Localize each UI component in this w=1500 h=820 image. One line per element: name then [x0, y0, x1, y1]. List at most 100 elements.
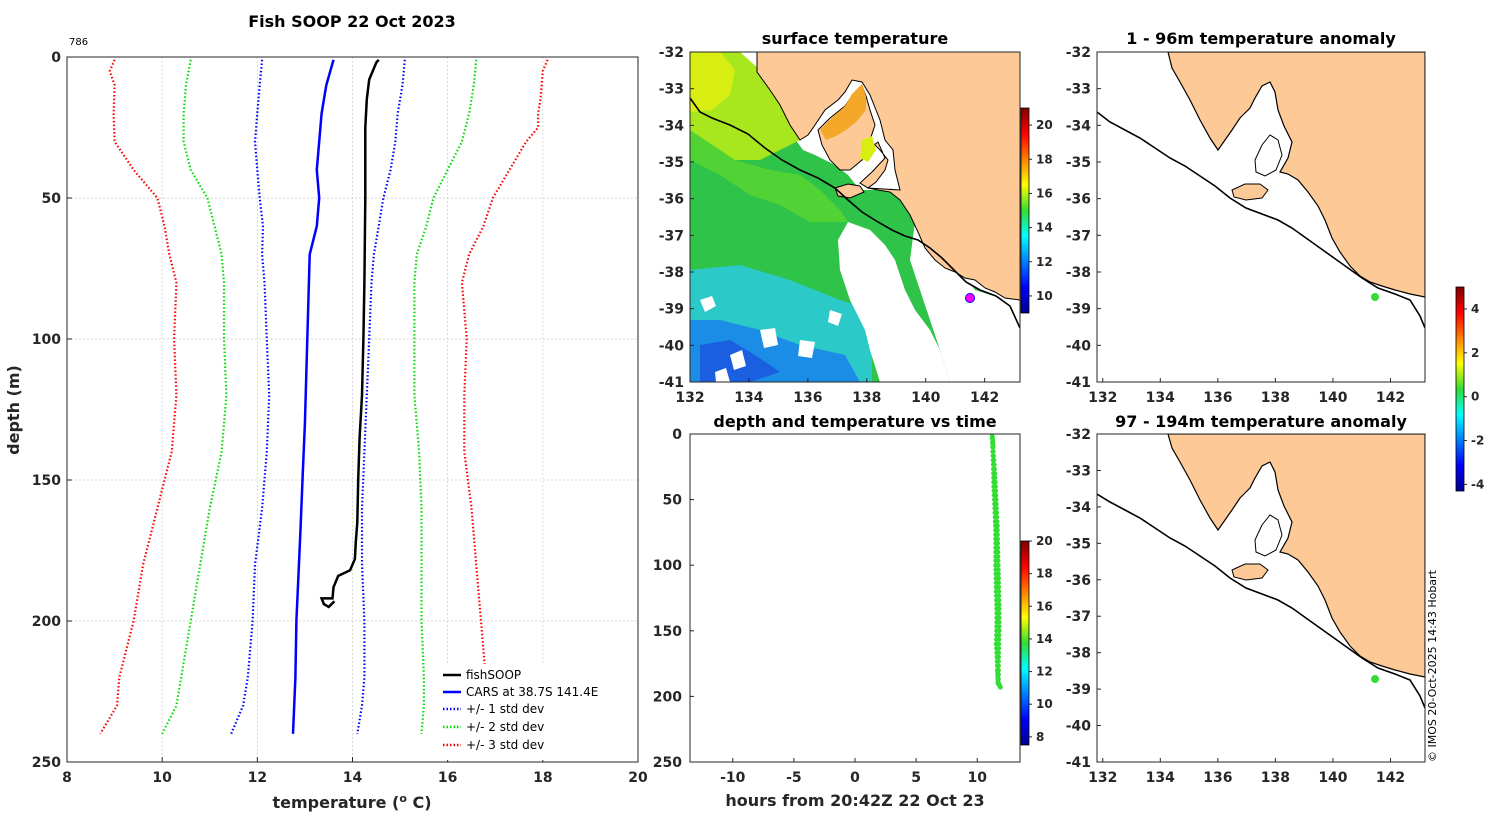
ts-xtick-label: 10: [967, 770, 987, 786]
anom1-kangaroo-island: [1231, 183, 1269, 201]
ts-point: [992, 471, 998, 476]
profile-ytick-label: 250: [32, 755, 61, 771]
anom2-location-marker: [1371, 675, 1379, 683]
sst-colorbar-tick-label: 10: [1036, 289, 1053, 303]
profile-xtick-label: 14: [343, 770, 363, 786]
ts-ytick-label: 200: [653, 689, 682, 705]
sst-colorbar-tick-label: 18: [1036, 152, 1053, 166]
anom1-xtick-label: 136: [1203, 390, 1232, 406]
ts-colorbar-tick-label: 20: [1036, 534, 1053, 548]
sst-cloud-patches: [700, 296, 842, 382]
ts-point: [996, 659, 1001, 664]
ts-point: [996, 593, 1002, 599]
sst-colorbar-tick-label: 16: [1036, 186, 1053, 200]
profile-series-line: [356, 59, 406, 734]
ts-ytick-label: 150: [653, 624, 682, 640]
profile-xlabel: temperature (o C): [272, 792, 431, 812]
ts-xtick-label: 5: [911, 770, 921, 786]
anomaly-colorbar-tick-label: -4: [1471, 477, 1484, 491]
anomaly-colorbar-tick-label: 0: [1471, 390, 1479, 404]
ts-xlabel: hours from 20:42Z 22 Oct 23: [725, 791, 984, 810]
anom2-ytick-label: -41: [1066, 755, 1091, 771]
sst-xtick-label: 138: [852, 390, 881, 406]
ts-point: [992, 462, 997, 467]
profile-ytick-label: 0: [51, 50, 61, 66]
sst-ytick-label: -41: [659, 375, 684, 391]
ts-colorbar-tick-label: 14: [1036, 632, 1053, 646]
ts-point: [995, 536, 1000, 542]
ts-point: [993, 484, 998, 489]
sst-ytick-label: -40: [659, 338, 685, 354]
sst-colorbar-tick-label: 14: [1036, 221, 1053, 235]
ts-point: [993, 497, 999, 502]
legend-label: fishSOOP: [466, 668, 521, 682]
ts-ytick-label: 250: [653, 755, 682, 771]
ts-point: [996, 580, 1001, 585]
anom2-gulf-stvincent: [1254, 514, 1283, 557]
anom1-ytick-label: -32: [1066, 45, 1091, 61]
ts-ytick-label: 50: [663, 493, 683, 509]
anom2-ytick-label: -39: [1066, 682, 1091, 698]
ts-point: [996, 650, 1001, 655]
anom2-ytick-label: -37: [1066, 609, 1091, 625]
profile-legend: fishSOOP CARS at 38.7S 141.4E +/- 1 std …: [437, 664, 637, 760]
anom1-shelf-contour: [1097, 111, 1425, 329]
anom1-location-marker: [1371, 293, 1379, 301]
anomaly-colorbar-tick-label: 2: [1471, 346, 1479, 360]
ts-point: [996, 667, 1001, 673]
anom2-title: 97 - 194m temperature anomaly: [1115, 412, 1407, 431]
anom2-ytick-label: -38: [1066, 646, 1091, 662]
ts-point: [993, 492, 999, 498]
ts-xtick-label: -10: [720, 770, 746, 786]
anom2-ytick-label: -32: [1066, 427, 1091, 443]
ts-colorbar: [1020, 540, 1030, 746]
sst-location-marker: [965, 293, 975, 303]
anom2-axes-frame: [1096, 433, 1426, 763]
anom1-ytick-label: -39: [1066, 302, 1091, 318]
sst-xtick-label: 136: [793, 390, 822, 406]
ts-point: [996, 571, 1001, 577]
profile-ytick-label: 100: [32, 332, 61, 348]
sst-colorbar: [1020, 107, 1030, 314]
ts-point: [996, 602, 1002, 607]
sst-cloud-mask: [838, 222, 950, 382]
time-series-panel: depth and temperature vs time hours from…: [653, 412, 1053, 810]
ts-point: [996, 606, 1002, 612]
sst-map-panel: surface temperature 132 134 136 138 140 142 -3…: [659, 29, 1053, 406]
sst-ytick-label: -32: [659, 45, 684, 61]
ts-point: [995, 527, 1000, 533]
anom1-xtick-label: 132: [1088, 390, 1117, 406]
sst-ytick-label: -37: [659, 228, 684, 244]
profile-series-line: [413, 59, 478, 734]
sst-xtick-label: 140: [911, 390, 940, 406]
anom2-xtick-label: 138: [1261, 770, 1290, 786]
anomaly-colorbar-tick-label: 4: [1471, 302, 1479, 316]
profile-series-line: [230, 59, 271, 735]
anom1-ytick-label: -38: [1066, 265, 1091, 281]
profile-xtick-label: 20: [628, 770, 648, 786]
profile-xtick-label: 16: [438, 770, 457, 786]
profile-xtick-label: 18: [533, 770, 552, 786]
ts-point: [996, 637, 1002, 642]
anom2-xtick-label: 136: [1203, 770, 1232, 786]
ts-point: [996, 663, 1001, 669]
anom1-axes-frame: [1096, 51, 1426, 383]
anom2-xtick-label: 134: [1146, 770, 1175, 786]
ts-xtick-label: 0: [850, 770, 860, 786]
ts-point: [995, 532, 1000, 537]
ts-point: [995, 541, 1001, 546]
anom2-ytick-label: -36: [1066, 573, 1091, 589]
ts-ytick-label: 100: [653, 558, 682, 574]
profile-series-line: [291, 59, 335, 734]
sst-colorbar-tick-label: 20: [1036, 118, 1053, 132]
ts-point: [996, 584, 1002, 590]
anomaly-colorbar-tick-label: -2: [1471, 434, 1484, 448]
anom1-title: 1 - 96m temperature anomaly: [1126, 29, 1396, 48]
ts-point: [994, 519, 1000, 524]
ts-point: [996, 632, 1002, 638]
ts-background: [690, 434, 1020, 762]
ts-xtick-label: -5: [786, 770, 802, 786]
sst-shelf-contour: [690, 97, 1020, 329]
anom1-land-australia: [1167, 52, 1425, 298]
